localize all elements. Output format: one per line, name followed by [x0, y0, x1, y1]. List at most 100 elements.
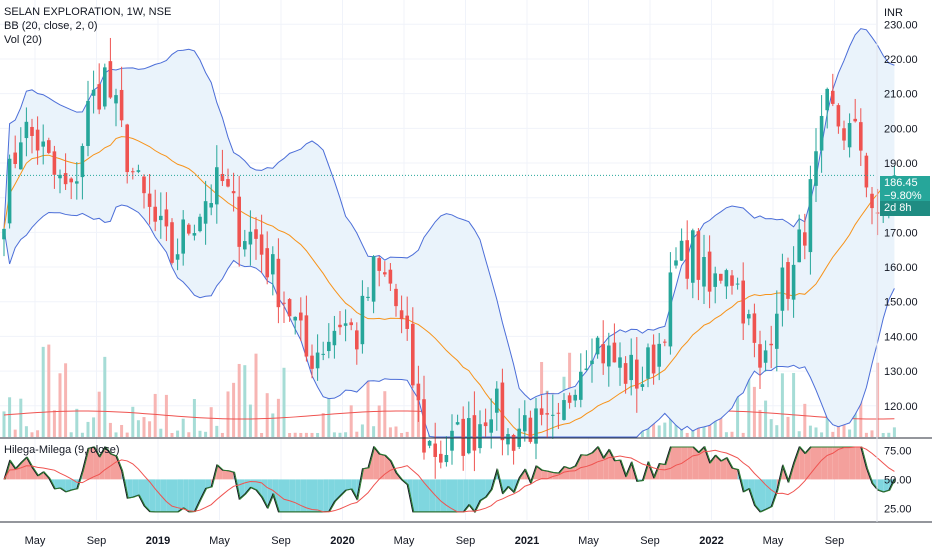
- candle-body: [825, 88, 829, 111]
- volume-bar: [825, 414, 829, 437]
- oscillator-fill: [771, 479, 777, 507]
- price-tick-label: 230.00: [884, 19, 918, 31]
- candle-body: [315, 352, 320, 369]
- oscillator-fill: [160, 479, 167, 512]
- time-tick-label: Sep: [640, 535, 660, 547]
- oscillator-fill: [323, 479, 329, 512]
- oscillator-fill: [76, 470, 83, 489]
- volume-bar: [103, 356, 107, 437]
- oscillator-fill: [754, 479, 760, 512]
- oscillator-fill: [586, 452, 592, 480]
- change-tag: −9.80%: [880, 189, 930, 204]
- candle-body: [556, 412, 561, 414]
- oscillator-fill: [166, 479, 172, 512]
- time-tick-label: 2022: [699, 535, 723, 547]
- oscillator-fill: [855, 446, 861, 480]
- volume-bar: [97, 391, 101, 437]
- volume-bar: [36, 430, 40, 437]
- oscillator-fill: [194, 479, 200, 512]
- oscillator-fill: [597, 446, 604, 480]
- candle-body: [769, 343, 773, 346]
- oscillator-legend[interactable]: Hilega-Milega (9, close): [4, 444, 120, 456]
- candle-body: [366, 296, 370, 298]
- oscillator-fill: [362, 467, 368, 480]
- volume-bar: [786, 416, 790, 437]
- candle-body: [86, 100, 90, 146]
- volume-bar: [831, 431, 835, 437]
- volume-bar: [209, 407, 213, 437]
- oscillator-fill: [177, 479, 184, 512]
- volume-bar: [691, 429, 695, 437]
- candle-body: [495, 388, 499, 413]
- oscillator-fill: [149, 479, 156, 512]
- oscillator-fill: [844, 446, 850, 480]
- candle-body: [590, 360, 594, 365]
- candle-body: [360, 295, 365, 345]
- oscillator-fill: [65, 479, 72, 492]
- candle-body: [287, 299, 292, 317]
- volume-bar: [388, 427, 392, 437]
- volume-bar: [248, 404, 252, 437]
- candle-body: [215, 167, 219, 205]
- oscillator-fill: [860, 446, 867, 480]
- oscillator-fill: [267, 479, 273, 508]
- oscillator-fill: [71, 479, 77, 490]
- candle-body: [791, 264, 796, 300]
- volume-bar: [724, 432, 728, 437]
- candle-body: [528, 417, 533, 442]
- volume-bar: [366, 344, 370, 437]
- candle-body: [2, 228, 6, 240]
- volume-bar: [293, 432, 297, 437]
- bb-legend[interactable]: BB (20, close, 2, 0): [4, 20, 98, 32]
- candle-body: [63, 173, 68, 185]
- candle-body: [75, 181, 79, 184]
- candle-body: [114, 95, 118, 104]
- candle-body: [47, 140, 51, 153]
- candle-body: [775, 313, 779, 349]
- candle-body: [153, 206, 157, 222]
- oscillator-fill: [575, 454, 581, 480]
- candle-body: [444, 454, 449, 463]
- symbol-legend[interactable]: SELAN EXPLORATION, 1W, NSE: [4, 6, 172, 18]
- candle-body: [831, 90, 835, 104]
- oscillator-fill: [205, 479, 212, 489]
- volume-bar: [377, 405, 381, 437]
- time-tick-label: May: [578, 535, 599, 547]
- candle-body: [299, 312, 303, 321]
- volume-legend[interactable]: Vol (20): [4, 34, 42, 46]
- volume-bar: [13, 429, 17, 437]
- oscillator-fill: [614, 460, 620, 480]
- volume-bar: [876, 362, 880, 437]
- oscillator-fill: [502, 479, 508, 494]
- volume-bar: [736, 387, 740, 437]
- oscillator-fill: [468, 479, 475, 512]
- candle-body: [646, 347, 650, 379]
- candle-body: [175, 254, 180, 260]
- oscillator-fill: [760, 479, 766, 512]
- volume-bar: [405, 431, 409, 437]
- candle-body: [7, 158, 12, 224]
- candle-body: [651, 344, 656, 374]
- candle-body: [691, 230, 695, 283]
- candle-body: [523, 415, 527, 432]
- candle-body: [271, 254, 275, 275]
- oscillator-fill: [300, 479, 307, 512]
- oscillator-fill: [832, 446, 839, 480]
- oscillator-fill: [457, 479, 464, 512]
- candle-body: [293, 316, 297, 321]
- candle-body: [203, 201, 208, 224]
- oscillator-fill: [144, 479, 150, 512]
- price-tick-label: 140.00: [884, 331, 918, 343]
- candle-body: [853, 118, 857, 122]
- volume-bar: [187, 432, 191, 437]
- volume-bar: [680, 428, 684, 437]
- oscillator-fill: [15, 462, 21, 480]
- volume-bar: [803, 403, 807, 437]
- time-tick-label: 2019: [146, 535, 170, 547]
- oscillator-fill: [216, 465, 223, 480]
- candlesticks: [0, 37, 897, 479]
- oscillator-fill: [569, 465, 576, 480]
- candle-body: [467, 418, 471, 454]
- candle-body: [758, 344, 762, 368]
